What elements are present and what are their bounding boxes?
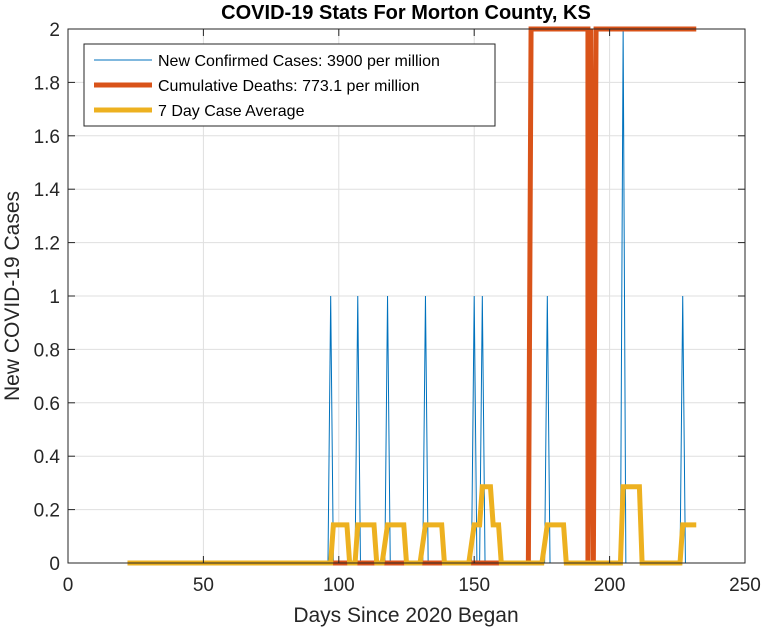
chart-title: COVID-19 Stats For Morton County, KS (221, 2, 591, 24)
ticks (67, 28, 746, 564)
x-tick-label: 250 (729, 575, 761, 596)
y-tick-label: 0.6 (34, 394, 60, 415)
legend-label-deaths: Cumulative Deaths: 773.1 per million (158, 78, 419, 95)
y-tick-label: 0.8 (34, 340, 60, 361)
x-axis-title: Days Since 2020 Began (293, 604, 518, 627)
legend-box (83, 43, 496, 127)
y-tick-label: 1.2 (34, 234, 60, 255)
y-tick-label: 1.6 (34, 127, 60, 148)
x-tick-label: 100 (323, 575, 355, 596)
legend: New Confirmed Cases: 3900 per million Cu… (83, 43, 496, 127)
tick-labels: 0 50 100 150 200 250 0 0.2 0.4 0.6 0.8 1 1.2 1.4 1.6 1.… (34, 20, 761, 596)
legend-label-average: 7 Day Case Average (158, 103, 305, 120)
y-tick-label: 0.2 (34, 501, 60, 522)
x-tick-label: 50 (193, 575, 214, 596)
y-tick-label: 1.4 (34, 180, 61, 201)
x-tick-label: 200 (594, 575, 626, 596)
x-tick-label: 0 (63, 575, 74, 596)
legend-label-new-cases: New Confirmed Cases: 3900 per million (158, 53, 440, 70)
y-tick-label: 2 (49, 20, 60, 41)
series-new-cases (127, 28, 697, 564)
y-axis-title: New COVID-19 Cases (1, 191, 24, 401)
y-tick-label: 0 (49, 554, 60, 575)
y-tick-label: 1 (49, 287, 60, 308)
x-tick-label: 150 (458, 575, 490, 596)
y-tick-label: 0.4 (34, 447, 61, 468)
y-tick-label: 1.8 (34, 73, 60, 94)
